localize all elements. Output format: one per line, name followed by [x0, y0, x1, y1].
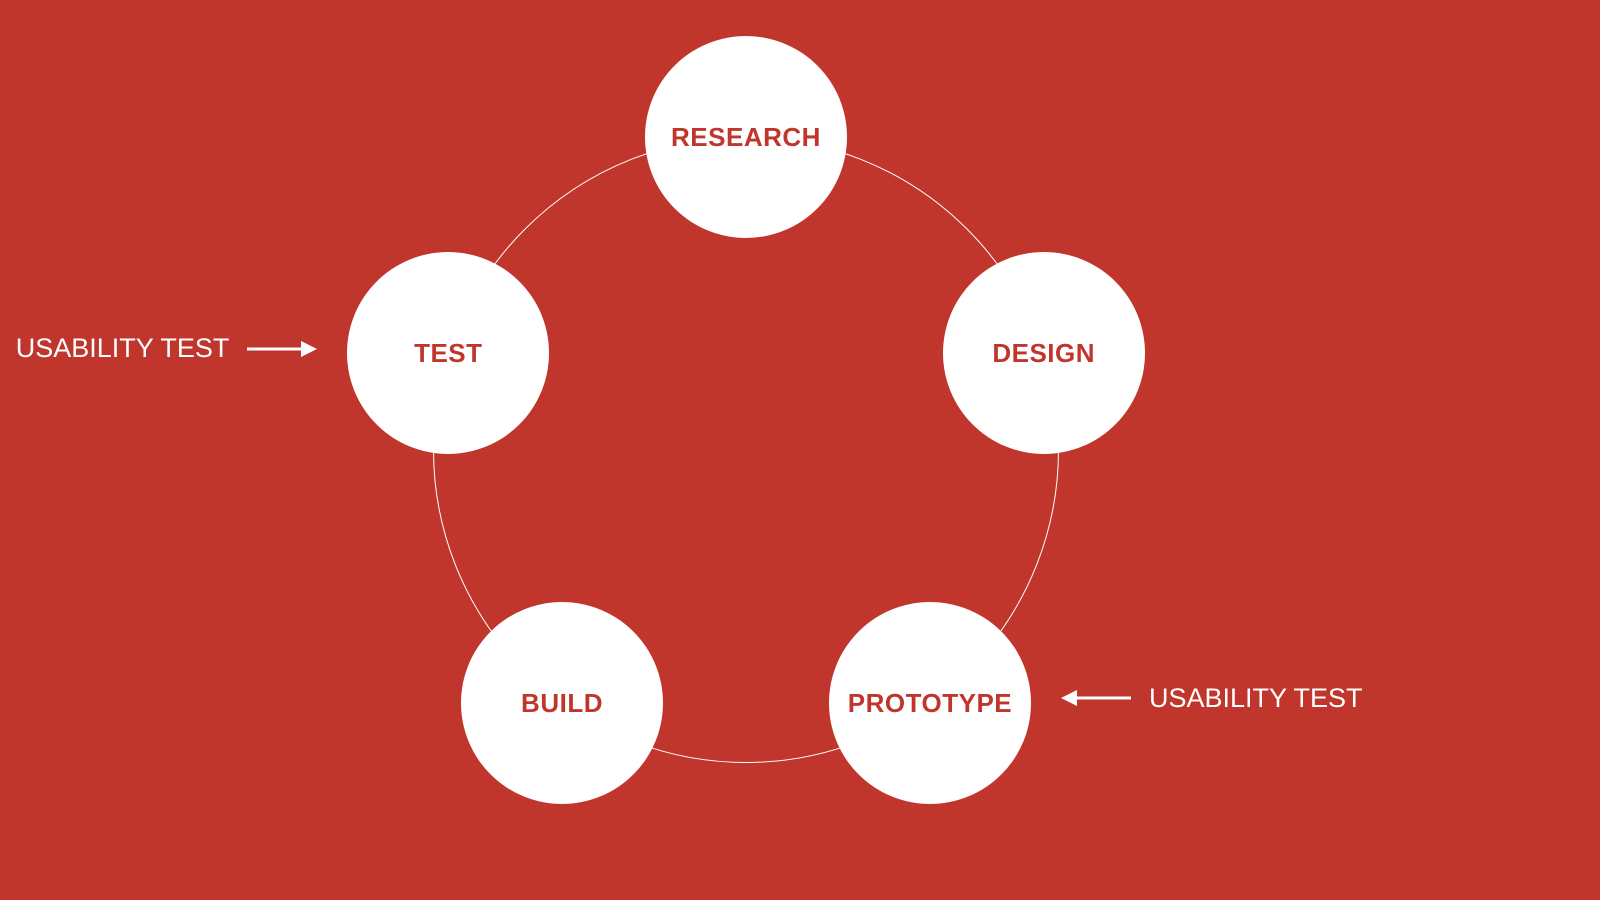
- annotation-label: USABILITY TEST: [16, 333, 230, 364]
- annotation-usability-test-right: USABILITY TEST: [1061, 683, 1363, 714]
- cycle-node-label: DESIGN: [992, 338, 1095, 369]
- annotation-usability-test-left: USABILITY TEST: [16, 333, 318, 364]
- arrow-right-icon: [247, 337, 317, 361]
- diagram-stage: RESEARCH DESIGN PROTOTYPE BUILD TEST USABILIT…: [0, 0, 1600, 900]
- cycle-node-build: BUILD: [461, 602, 663, 804]
- cycle-node-label: RESEARCH: [671, 122, 821, 153]
- cycle-node-prototype: PROTOTYPE: [829, 602, 1031, 804]
- annotation-label: USABILITY TEST: [1149, 683, 1363, 714]
- cycle-node-label: PROTOTYPE: [848, 688, 1012, 719]
- cycle-node-research: RESEARCH: [645, 36, 847, 238]
- cycle-node-test: TEST: [347, 252, 549, 454]
- cycle-node-label: TEST: [414, 338, 482, 369]
- cycle-node-label: BUILD: [521, 688, 603, 719]
- arrow-left-icon: [1061, 686, 1131, 710]
- cycle-node-design: DESIGN: [943, 252, 1145, 454]
